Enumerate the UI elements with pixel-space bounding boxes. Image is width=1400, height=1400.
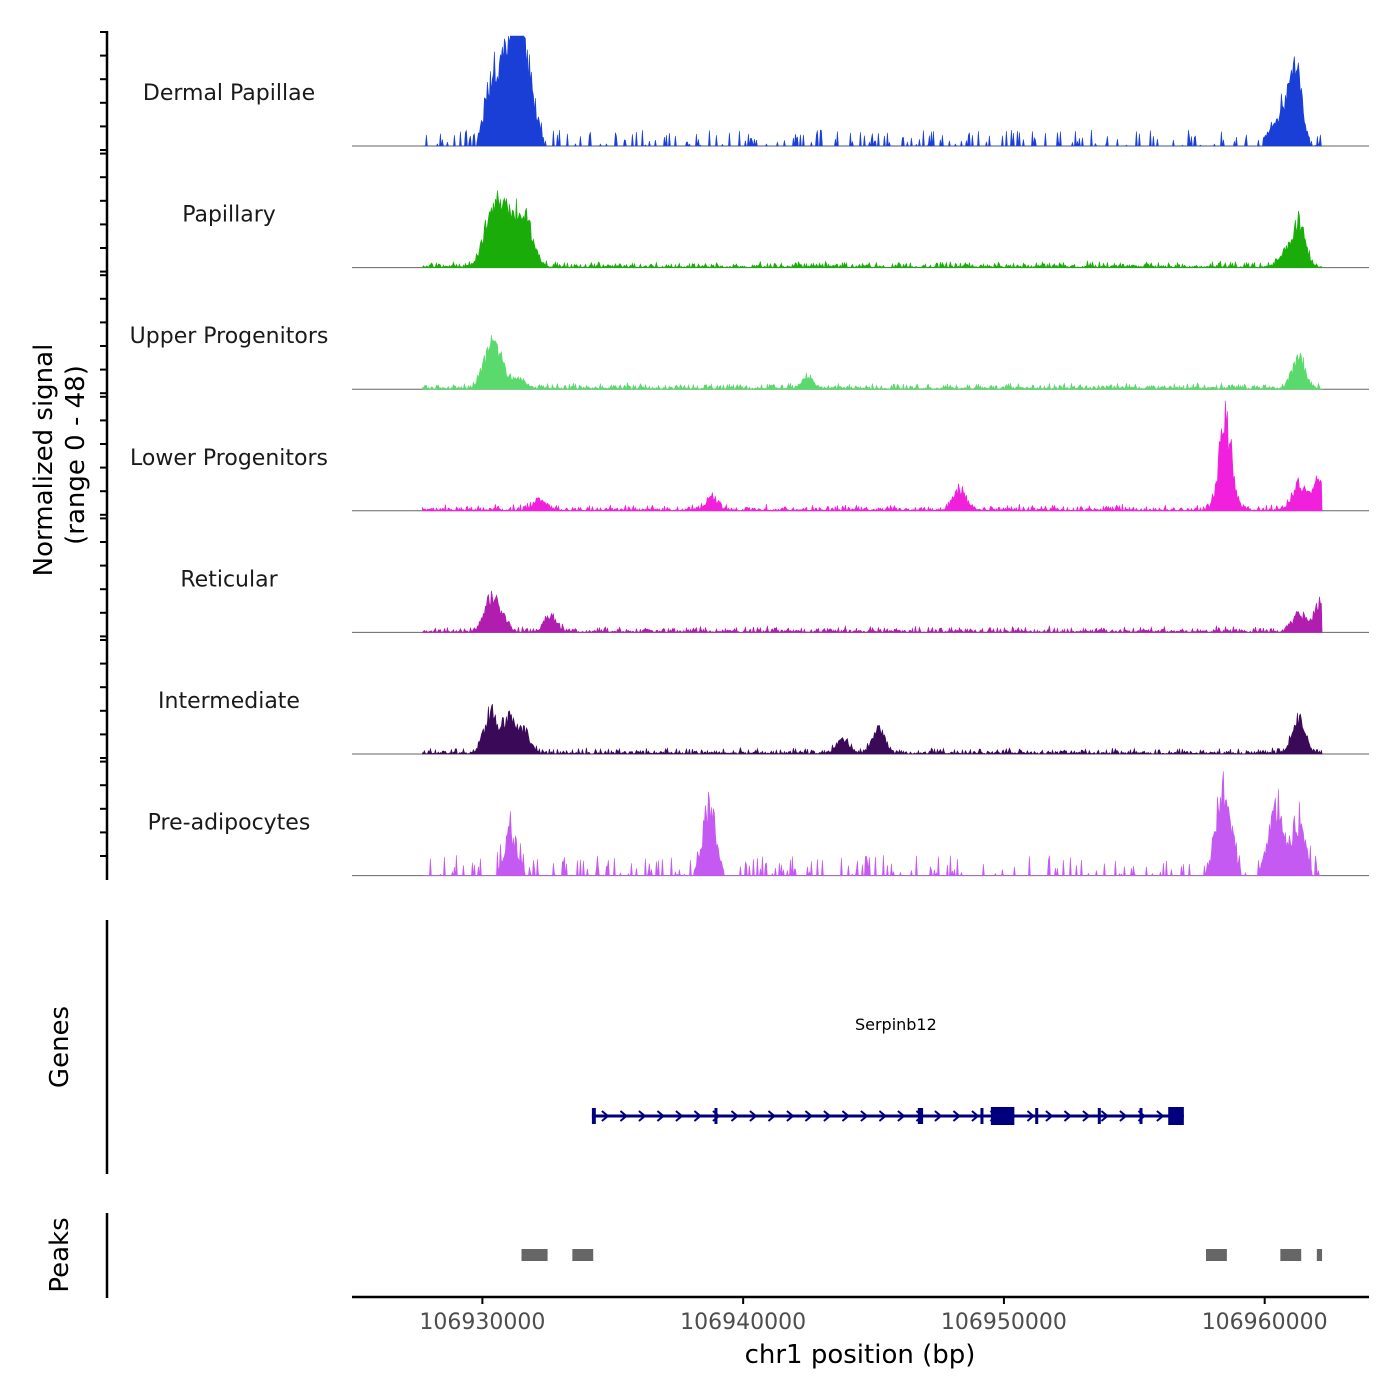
strand-arrow bbox=[786, 1110, 795, 1122]
peak-region bbox=[1206, 1249, 1227, 1261]
gene-exon bbox=[1035, 1108, 1039, 1124]
strand-arrow bbox=[860, 1110, 869, 1122]
track-label: Papillary bbox=[182, 203, 276, 228]
x-axis: 106930000 106940000 106950000 106960000 chr… bbox=[352, 1295, 1369, 1370]
strand-arrow bbox=[1100, 1110, 1109, 1122]
strand-arrow bbox=[619, 1110, 628, 1122]
strand-arrow bbox=[675, 1110, 684, 1122]
strand-arrow bbox=[1082, 1110, 1091, 1122]
strand-arrow bbox=[693, 1110, 702, 1122]
strand-arrow bbox=[1156, 1110, 1165, 1122]
gene-exon bbox=[714, 1108, 718, 1124]
strand-arrow bbox=[897, 1110, 906, 1122]
x-tick-label: 106940000 bbox=[680, 1310, 806, 1335]
gene-exon bbox=[990, 1107, 1015, 1125]
gene-serpinb12: Serpinb12 bbox=[591, 1015, 1184, 1125]
track-upper-progenitors: Upper Progenitors bbox=[130, 324, 1369, 391]
signal-area bbox=[422, 703, 1323, 756]
peak-region bbox=[1280, 1249, 1302, 1261]
x-tick-label: 106950000 bbox=[941, 1310, 1067, 1335]
strand-arrow bbox=[1063, 1110, 1072, 1122]
gene-exon bbox=[980, 1108, 984, 1124]
signal-axis-label-line1: Normalized signal bbox=[29, 344, 59, 577]
signal-axis-label-line2: (range 0 - 48) bbox=[61, 365, 91, 545]
peaks-panel-label: Peaks bbox=[45, 1217, 75, 1292]
peak-region bbox=[572, 1249, 594, 1261]
strand-arrow bbox=[934, 1110, 943, 1122]
track-label: Intermediate bbox=[158, 689, 300, 714]
strand-arrow bbox=[804, 1110, 813, 1122]
gene-exon bbox=[591, 1108, 596, 1124]
strand-arrow bbox=[971, 1110, 980, 1122]
strand-arrow bbox=[638, 1110, 647, 1122]
strand-arrow bbox=[841, 1110, 850, 1122]
gene-exon bbox=[1097, 1108, 1101, 1124]
track-reticular: Reticular bbox=[180, 567, 1369, 634]
x-axis-label: chr1 position (bp) bbox=[745, 1340, 976, 1370]
strand-arrow bbox=[767, 1110, 776, 1122]
genes-panel: Genes Serpinb12 bbox=[45, 920, 1184, 1174]
signal-area bbox=[422, 335, 1323, 391]
track-label: Lower Progenitors bbox=[130, 446, 328, 471]
peaks-panel: Peaks bbox=[45, 1213, 1323, 1298]
track-dermal-papillae: Dermal Papillae bbox=[143, 35, 1369, 147]
track-label: Pre-adipocytes bbox=[148, 811, 311, 836]
track-label: Reticular bbox=[180, 567, 278, 592]
strand-arrow bbox=[601, 1110, 610, 1122]
track-lower-progenitors: Lower Progenitors bbox=[130, 400, 1369, 512]
signal-area bbox=[422, 400, 1323, 512]
peak-region bbox=[521, 1249, 548, 1261]
strand-arrow bbox=[878, 1110, 887, 1122]
x-axis-ticks: 106930000 106940000 106950000 106960000 bbox=[419, 1297, 1328, 1335]
gene-exon bbox=[917, 1108, 924, 1124]
track-papillary: Papillary bbox=[182, 190, 1369, 269]
peak-region bbox=[1316, 1249, 1323, 1261]
gene-models: Serpinb12 bbox=[591, 1015, 1184, 1125]
gene-exon bbox=[1168, 1107, 1184, 1125]
signal-y-ticks bbox=[100, 31, 107, 857]
strand-arrow bbox=[1026, 1110, 1035, 1122]
track-label: Dermal Papillae bbox=[143, 81, 315, 106]
signal-area bbox=[422, 190, 1323, 269]
track-intermediate: Intermediate bbox=[158, 689, 1369, 756]
genes-panel-label: Genes bbox=[45, 1006, 75, 1088]
track-pre-adipocytes: Pre-adipocytes bbox=[148, 771, 1369, 877]
x-tick-label: 106960000 bbox=[1202, 1310, 1328, 1335]
strand-arrow bbox=[823, 1110, 832, 1122]
strand-arrow bbox=[1045, 1110, 1054, 1122]
x-tick-label: 106930000 bbox=[419, 1310, 545, 1335]
strand-arrow bbox=[749, 1110, 758, 1122]
strand-arrow bbox=[952, 1110, 961, 1122]
gene-label: Serpinb12 bbox=[855, 1015, 937, 1034]
track-label: Upper Progenitors bbox=[130, 324, 329, 349]
strand-arrow bbox=[656, 1110, 665, 1122]
signal-area bbox=[422, 35, 1323, 147]
signal-area bbox=[422, 771, 1323, 877]
signal-tracks: Dermal Papillae Papillary Upper Progenitor… bbox=[130, 35, 1369, 877]
peak-regions bbox=[521, 1249, 1323, 1261]
gene-exon bbox=[1139, 1108, 1143, 1124]
strand-arrow bbox=[1119, 1110, 1128, 1122]
signal-y-axis bbox=[100, 31, 109, 880]
strand-arrow bbox=[730, 1110, 739, 1122]
signal-area bbox=[422, 590, 1323, 634]
